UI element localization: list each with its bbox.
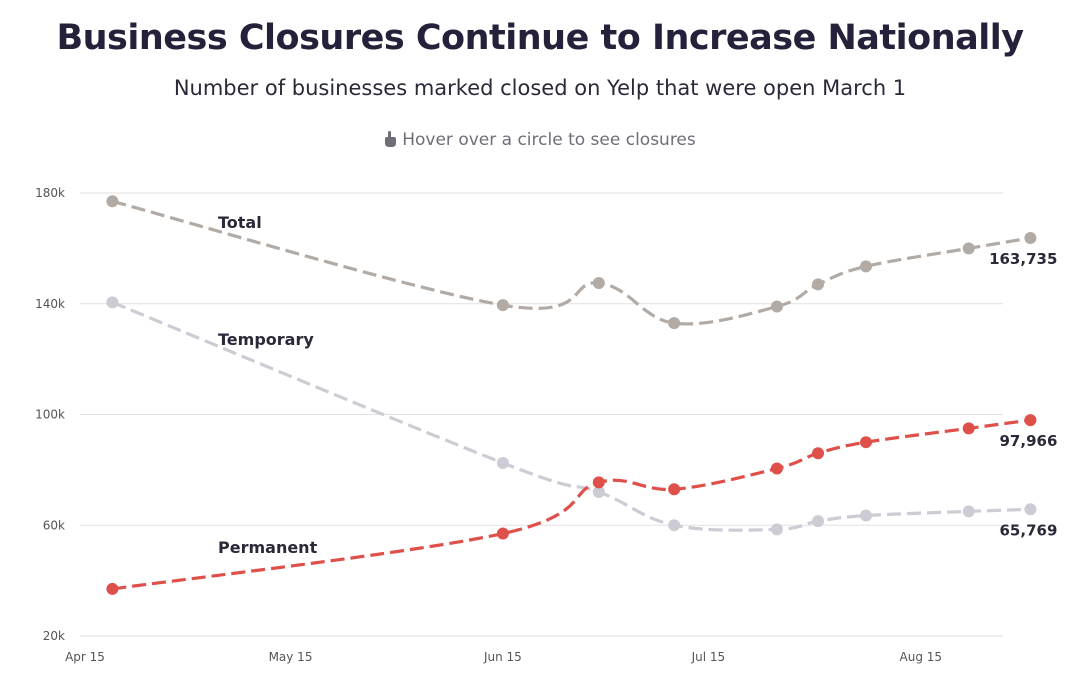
data-point-total[interactable]	[106, 195, 119, 208]
series-line-total	[111, 199, 1031, 326]
data-point-temporary[interactable]	[592, 486, 605, 499]
end-value-permanent: 97,966	[1000, 432, 1058, 450]
data-point-total[interactable]	[812, 278, 825, 291]
series-line-temporary	[111, 300, 1031, 532]
data-point-permanent[interactable]	[668, 483, 681, 496]
data-point-permanent[interactable]	[770, 462, 783, 475]
data-point-temporary[interactable]	[770, 523, 783, 536]
x-axis: Apr 15 May 15 Jun 15 Jul 15 Aug 15	[65, 650, 942, 664]
series-line-permanent	[112, 418, 1031, 591]
y-axis: 20k 60k 100k 140k 180k	[35, 186, 65, 643]
y-tick-label: 100k	[35, 408, 65, 422]
x-tick-label: Apr 15	[65, 650, 105, 664]
data-point-total[interactable]	[1024, 232, 1037, 245]
pointing-hand-icon	[385, 131, 397, 147]
data-point-permanent[interactable]	[106, 582, 119, 595]
hint-text: Hover over a circle to see closures	[402, 130, 696, 150]
y-tick-label: 140k	[35, 297, 65, 311]
series-points	[106, 195, 1037, 595]
data-point-temporary[interactable]	[1024, 503, 1037, 516]
series-lines	[111, 199, 1031, 591]
data-point-temporary[interactable]	[496, 456, 509, 469]
series-name-total: Total	[218, 213, 262, 232]
x-tick-label: Jun 15	[483, 650, 522, 664]
y-tick-label: 180k	[35, 186, 65, 200]
series-name-permanent: Permanent	[218, 538, 318, 557]
data-point-total[interactable]	[859, 260, 872, 273]
data-point-permanent[interactable]	[859, 436, 872, 449]
chart-title: Business Closures Continue to Increase N…	[56, 18, 1024, 58]
y-tick-label: 60k	[43, 518, 65, 532]
data-point-temporary[interactable]	[962, 505, 975, 518]
data-point-total[interactable]	[592, 276, 605, 289]
chart-subtitle: Number of businesses marked closed on Ye…	[173, 76, 907, 100]
y-tick-label: 20k	[43, 629, 65, 643]
data-point-total[interactable]	[496, 299, 509, 312]
data-point-total[interactable]	[770, 300, 783, 313]
end-value-total: 163,735	[989, 250, 1057, 268]
x-tick-label: Aug 15	[900, 650, 943, 664]
x-tick-label: Jul 15	[691, 650, 726, 664]
data-point-permanent[interactable]	[496, 527, 509, 540]
data-point-temporary[interactable]	[812, 515, 825, 528]
data-point-permanent[interactable]	[962, 422, 975, 435]
data-point-temporary[interactable]	[668, 519, 681, 532]
series-name-temporary: Temporary	[218, 330, 314, 349]
data-point-permanent[interactable]	[1024, 414, 1037, 427]
chart-gridlines	[80, 192, 1003, 637]
x-tick-label: May 15	[269, 650, 313, 664]
end-value-temporary: 65,769	[1000, 521, 1058, 539]
data-point-total[interactable]	[962, 242, 975, 255]
data-point-temporary[interactable]	[859, 509, 872, 522]
hover-hint: Hover over a circle to see closures	[0, 130, 1080, 150]
data-point-total[interactable]	[668, 317, 681, 330]
data-point-permanent[interactable]	[812, 447, 825, 460]
series-labels: Temporary 65,769 Total 163,735 Permanent 97,9…	[218, 213, 1057, 557]
data-point-permanent[interactable]	[592, 476, 605, 489]
data-point-temporary[interactable]	[106, 296, 119, 309]
